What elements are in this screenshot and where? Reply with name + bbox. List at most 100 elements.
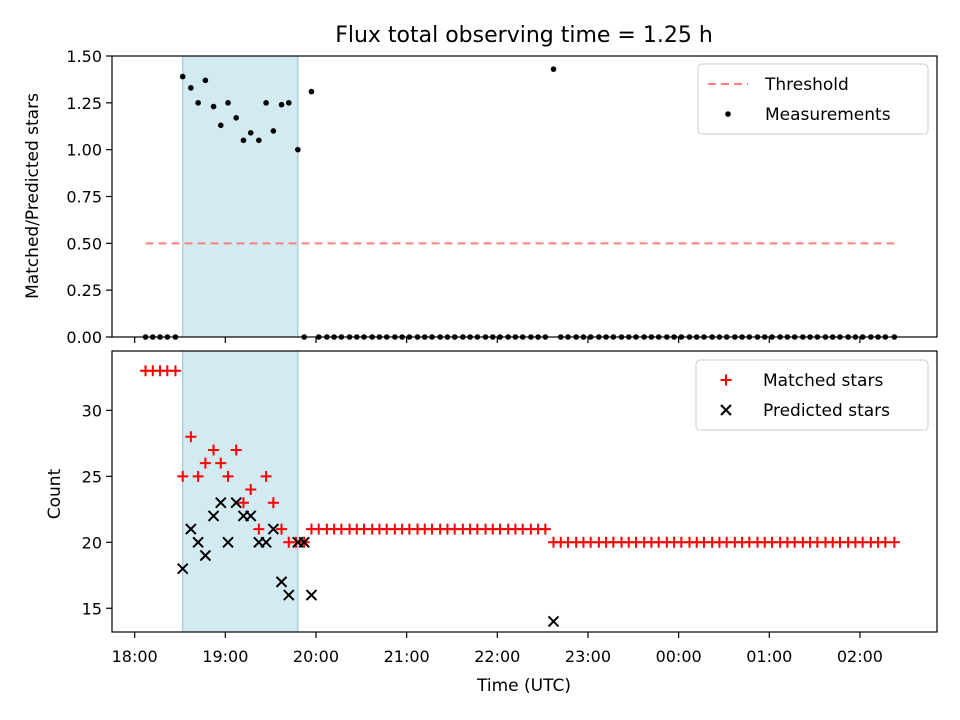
legend-threshold-label: Threshold xyxy=(764,75,849,95)
measurement-point xyxy=(210,103,217,110)
top-legend: Threshold Measurements xyxy=(697,63,929,135)
matched-star-marker xyxy=(185,431,197,443)
top-axes-frame xyxy=(111,55,938,338)
matched-star-marker xyxy=(199,457,211,469)
measurement-point xyxy=(202,77,209,84)
measurement-point xyxy=(278,101,285,108)
top-y-axis-label: Matched/Predicted stars xyxy=(23,93,43,299)
matched-star-marker xyxy=(192,470,204,482)
y-tick-label: 20 xyxy=(82,533,102,552)
measurement-point xyxy=(240,137,247,144)
y-tick-label: 0.75 xyxy=(66,188,102,207)
x-tick-label: 22:00 xyxy=(474,647,520,666)
top-observing-window xyxy=(182,55,299,338)
top-x-ticks xyxy=(134,337,861,343)
bottom-panel: Count Time (UTC) 15 20 25 30 18:00 19:00 20:0… xyxy=(45,350,938,696)
predicted-stars-series xyxy=(177,497,560,628)
measurement-point xyxy=(295,146,301,153)
x-tick-label: 21:00 xyxy=(384,647,430,666)
measurement-point xyxy=(256,137,262,144)
y-tick-label: 1.25 xyxy=(66,94,102,113)
bottom-shade-band xyxy=(182,350,299,633)
matched-star-marker xyxy=(260,470,272,482)
legend-measurements-label: Measurements xyxy=(765,105,891,125)
predicted-star-marker xyxy=(305,589,318,601)
measurement-point xyxy=(195,100,201,106)
measurement-point xyxy=(217,122,224,129)
predicted-star-marker xyxy=(547,615,560,628)
predicted-star-marker xyxy=(177,562,189,575)
measurement-point xyxy=(233,115,240,121)
bottom-legend-box xyxy=(695,359,929,431)
predicted-star-marker xyxy=(230,497,242,509)
predicted-star-marker xyxy=(298,536,310,548)
predicted-star-marker xyxy=(260,536,272,548)
matched-star-marker xyxy=(177,470,189,482)
x-tick-label: 19:00 xyxy=(202,647,248,666)
predicted-star-marker xyxy=(267,523,280,535)
measurement-point xyxy=(270,128,277,134)
matched-star-marker xyxy=(215,457,227,469)
bottom-y-axis-label: Count xyxy=(45,468,65,519)
top-y-ticks: 0.00 0.25 0.50 0.75 1.00 1.25 1.50 xyxy=(66,47,112,347)
y-tick-label: 15 xyxy=(82,599,102,618)
measurement-point xyxy=(263,100,269,106)
measurement-point xyxy=(247,130,254,136)
y-tick-label: 30 xyxy=(82,401,102,420)
bottom-axes-frame xyxy=(111,350,938,633)
predicted-star-marker xyxy=(199,549,212,562)
predicted-star-marker xyxy=(185,523,197,535)
legend-measurements-swatch xyxy=(725,111,731,117)
bottom-x-ticks: 18:00 19:00 20:00 21:00 22:00 23:00 00:00 01:00… xyxy=(112,632,883,666)
measurement-point xyxy=(285,100,292,106)
legend-predicted-label: Predicted stars xyxy=(763,401,890,421)
predicted-star-marker xyxy=(222,536,234,548)
measurement-point xyxy=(188,85,194,91)
predicted-star-marker xyxy=(275,576,288,588)
y-tick-label: 1.50 xyxy=(66,47,102,66)
matched-star-marker xyxy=(208,444,220,456)
y-tick-label: 25 xyxy=(82,467,102,486)
predicted-star-marker xyxy=(207,510,220,522)
top-legend-box xyxy=(697,63,929,135)
matched-star-marker xyxy=(237,497,249,509)
matched-star-marker xyxy=(230,444,242,456)
x-tick-label: 23:00 xyxy=(565,647,611,666)
top-panel: Flux total observing time = 1.25 h Match… xyxy=(23,23,938,347)
top-shade-band xyxy=(182,55,299,338)
predicted-star-marker xyxy=(192,536,204,548)
measurement-point xyxy=(179,73,186,80)
matched-star-marker xyxy=(253,523,265,535)
x-tick-label: 01:00 xyxy=(746,647,792,666)
y-tick-label: 1.00 xyxy=(66,141,102,160)
x-tick-label: 00:00 xyxy=(656,647,702,666)
y-tick-label: 0.00 xyxy=(66,328,102,347)
matched-star-marker xyxy=(245,484,257,496)
measurement-point xyxy=(308,88,315,95)
predicted-star-marker xyxy=(215,497,227,509)
predicted-star-marker xyxy=(245,510,257,522)
x-tick-label: 20:00 xyxy=(293,647,339,666)
matched-star-marker xyxy=(276,523,288,535)
matched-star-marker xyxy=(169,365,181,377)
legend-predicted-swatch xyxy=(720,404,732,416)
x-axis-label: Time (UTC) xyxy=(476,676,571,696)
legend-matched-label: Matched stars xyxy=(763,371,883,391)
matched-star-marker xyxy=(222,470,234,482)
bottom-legend: Matched stars Predicted stars xyxy=(695,359,929,431)
y-tick-label: 0.50 xyxy=(66,234,102,253)
x-tick-label: 18:00 xyxy=(112,647,158,666)
matched-stars-series xyxy=(140,365,900,548)
measurement-point xyxy=(550,66,557,72)
measurement-point xyxy=(225,100,231,106)
x-tick-label: 02:00 xyxy=(837,647,883,666)
legend-matched-swatch xyxy=(720,374,732,386)
bottom-y-ticks: 15 20 25 30 xyxy=(82,401,112,618)
y-tick-label: 0.25 xyxy=(66,281,102,300)
chart-title: Flux total observing time = 1.25 h xyxy=(335,23,713,48)
matched-star-marker xyxy=(267,497,279,509)
predicted-star-marker xyxy=(283,589,295,601)
measurements-series xyxy=(142,66,898,340)
matched-star-marker xyxy=(539,523,551,535)
